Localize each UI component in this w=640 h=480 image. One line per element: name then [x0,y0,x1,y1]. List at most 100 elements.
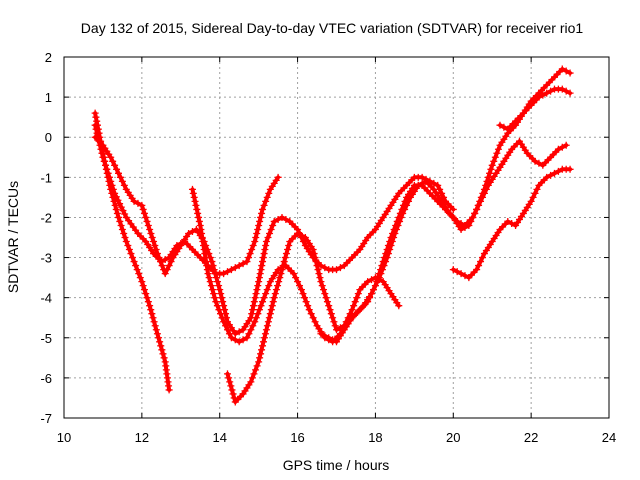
data-point-marker [254,225,262,233]
data-point-marker [151,322,159,330]
data-point-marker [383,246,391,254]
data-point-marker [248,374,256,382]
data-point-marker [239,260,247,268]
data-point-marker [257,266,265,274]
data-point-marker [378,262,386,270]
data-point-marker [566,89,574,97]
data-point-marker [543,173,551,181]
y-tick-label: -4 [40,291,52,306]
data-point-marker [329,314,337,322]
data-point-marker [327,310,335,318]
data-point-marker [157,342,165,350]
data-point-marker [224,268,231,276]
data-point-marker [392,221,400,229]
data-point-marker [247,378,255,386]
data-point-marker [191,197,199,205]
data-point-marker [217,290,225,298]
data-point-marker [225,374,233,382]
data-point-marker [321,290,329,298]
data-point-marker [155,254,163,262]
plot-frame [63,56,610,419]
data-point-marker [371,282,379,290]
data-point-marker [373,278,381,286]
x-axis-label: GPS time / hours [283,457,390,473]
data-point-marker [195,213,203,221]
data-point-marker [280,258,288,266]
data-point-marker [275,278,283,286]
x-tick-label: 18 [368,430,382,445]
data-point-marker [229,390,237,398]
data-point-marker [108,181,116,189]
data-point-marker [368,276,376,284]
data-point-marker [309,246,317,254]
data-point-marker [285,242,293,250]
series-track-3 [91,133,457,338]
data-point-marker [374,274,382,282]
data-point-marker [276,274,284,282]
data-point-marker [111,201,119,209]
data-point-marker [263,193,271,201]
data-point-marker [116,217,124,225]
data-point-marker [259,254,267,262]
data-point-marker [395,302,403,310]
data-point-marker [282,215,290,223]
data-point-marker [274,282,282,290]
data-point-marker [477,258,485,266]
data-point-marker [270,217,278,225]
data-point-marker [208,286,216,294]
data-point-marker [271,290,279,298]
data-point-marker [457,270,465,278]
data-point-marker [562,87,570,95]
data-point-marker [531,157,539,165]
data-point-marker [230,394,238,402]
data-point-marker [224,326,231,334]
data-point-marker [119,207,127,215]
data-point-marker [294,278,302,286]
data-point-marker [547,171,555,179]
data-point-marker [278,266,286,274]
data-point-marker [336,324,344,332]
data-point-marker [109,157,117,165]
data-point-marker [379,258,387,266]
data-point-marker [121,210,129,218]
data-point-marker [558,143,566,151]
data-point-marker [146,225,154,233]
data-point-marker [117,203,125,211]
data-point-marker [257,350,265,358]
data-point-marker [265,314,273,322]
data-point-marker [144,298,152,306]
data-point-marker [539,91,547,99]
data-point-marker [194,209,202,217]
data-point-marker [113,209,121,217]
data-point-marker [153,250,161,258]
data-point-marker [387,234,395,241]
data-point-marker [488,161,496,169]
series-track-8 [496,85,574,133]
data-point-marker [249,306,257,314]
data-point-marker [112,193,120,201]
data-point-marker [453,268,461,276]
data-point-marker [318,282,326,290]
data-point-marker [149,314,157,322]
data-point-marker [93,129,101,137]
data-point-marker [270,294,278,302]
data-point-marker [282,250,290,258]
data-point-marker [91,109,99,117]
data-point-marker [277,270,285,278]
data-point-marker [256,217,264,225]
data-point-marker [255,274,263,282]
data-point-marker [216,310,224,318]
data-point-marker [294,229,302,237]
data-point-marker [115,213,122,221]
data-point-marker [213,302,221,310]
data-point-marker [313,262,321,270]
data-point-marker [226,378,234,386]
data-point-marker [265,282,273,290]
data-point-marker [139,282,147,290]
data-point-marker [314,266,322,274]
data-point-marker [321,332,329,340]
data-point-marker [473,205,481,213]
data-point-marker [158,346,166,354]
